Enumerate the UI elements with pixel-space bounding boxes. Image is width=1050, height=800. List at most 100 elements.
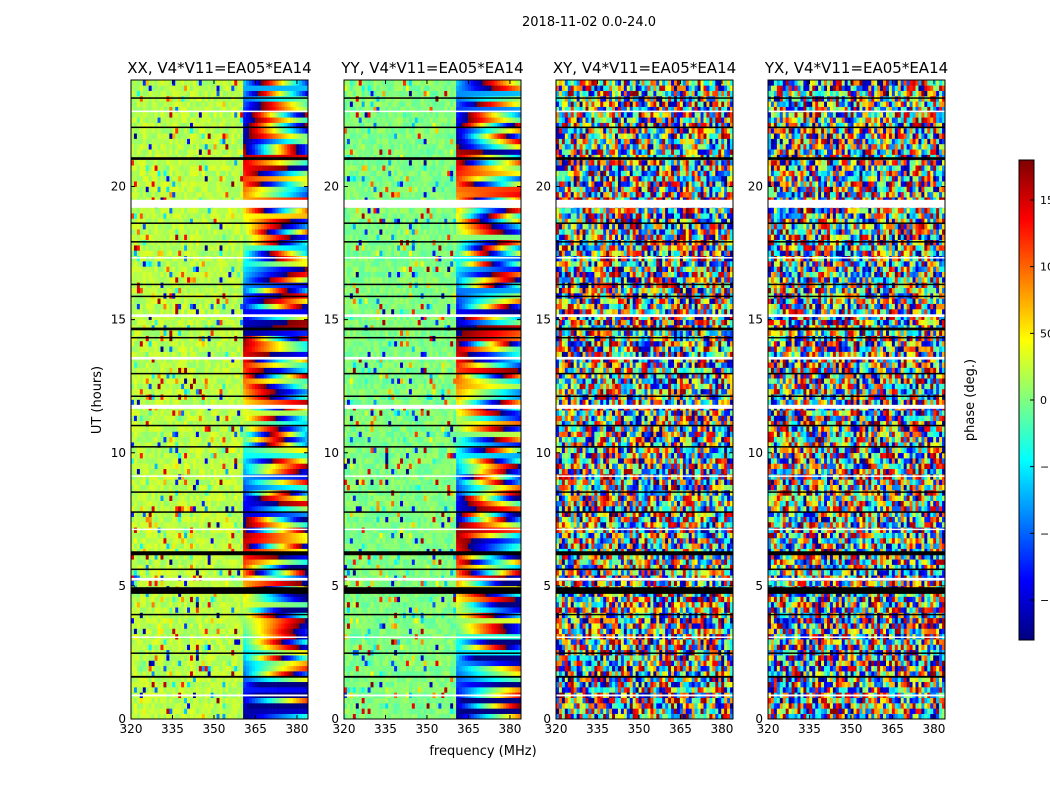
heatmap-cell xyxy=(169,314,173,320)
heatmap-cell xyxy=(192,628,197,635)
heatmap-cell xyxy=(254,484,259,491)
heatmap-cell xyxy=(204,463,208,470)
heatmap-cell xyxy=(275,644,279,651)
heatmap-cell xyxy=(157,623,161,629)
heatmap-cell xyxy=(228,330,232,336)
heatmap-cell xyxy=(210,484,214,491)
heatmap-cell xyxy=(172,303,176,310)
heatmap-cell xyxy=(148,676,152,683)
heatmap-cell xyxy=(219,532,223,539)
heatmap-cell xyxy=(201,426,206,432)
heatmap-cell xyxy=(172,372,176,379)
heatmap-cell xyxy=(287,426,291,432)
heatmap-cell xyxy=(225,367,229,374)
heatmap-cell xyxy=(157,277,161,283)
heatmap-cell xyxy=(151,399,155,406)
heatmap-cell xyxy=(287,703,291,709)
heatmap-cell xyxy=(254,639,259,645)
heatmap-cell xyxy=(163,447,167,454)
heatmap-cell xyxy=(142,639,147,645)
heatmap-cell xyxy=(284,303,288,310)
heatmap-cell xyxy=(201,506,206,512)
heatmap-cell xyxy=(175,399,179,406)
heatmap-cell xyxy=(237,532,241,539)
heatmap-cell xyxy=(284,463,288,470)
heatmap-cell xyxy=(160,484,164,491)
heatmap-cell xyxy=(237,298,241,304)
heatmap-cell xyxy=(243,665,247,672)
heatmap-cell xyxy=(231,676,235,683)
heatmap-cell xyxy=(293,564,297,571)
heatmap-cell xyxy=(139,521,144,528)
heatmap-cell xyxy=(142,372,147,379)
heatmap-cell xyxy=(163,511,167,517)
heatmap-cell xyxy=(145,330,149,336)
heatmap-cell xyxy=(160,388,164,395)
heatmap-cell xyxy=(287,277,291,283)
heatmap-cell xyxy=(293,314,297,320)
heatmap-cell xyxy=(192,676,197,683)
heatmap-cell xyxy=(257,713,262,720)
heatmap-cell xyxy=(187,655,191,661)
heatmap-cell xyxy=(263,287,267,294)
heatmap-cell xyxy=(204,479,208,485)
heatmap-cell xyxy=(131,655,135,661)
heatmap-cell xyxy=(160,468,164,475)
heatmap-cell xyxy=(260,351,265,358)
heatmap-cell xyxy=(275,569,279,576)
heatmap-cell xyxy=(148,628,152,635)
heatmap-cell xyxy=(299,383,303,390)
heatmap-cell xyxy=(281,356,285,363)
heatmap-cell xyxy=(210,559,214,565)
heatmap-cell xyxy=(222,676,226,683)
heatmap-cell xyxy=(201,479,206,485)
heatmap-cell xyxy=(151,484,155,491)
heatmap-cell xyxy=(272,676,276,683)
heatmap-cell xyxy=(284,346,288,352)
heatmap-cell xyxy=(184,340,188,347)
heatmap-cell xyxy=(222,479,226,485)
heatmap-cell xyxy=(201,388,206,395)
heatmap-cell xyxy=(190,580,194,587)
heatmap-cell xyxy=(257,521,262,528)
heatmap-cell xyxy=(275,415,279,422)
heatmap-cell xyxy=(237,623,241,629)
heatmap-cell xyxy=(192,340,197,347)
heatmap-cell xyxy=(201,378,206,384)
heatmap-cell xyxy=(305,713,309,720)
heatmap-cell xyxy=(210,458,214,464)
heatmap-cell xyxy=(240,500,244,507)
heatmap-cell xyxy=(228,687,232,693)
heatmap-cell xyxy=(290,655,294,661)
heatmap-cell xyxy=(234,676,238,683)
heatmap-cell xyxy=(246,569,250,576)
heatmap-cell xyxy=(195,564,200,571)
heatmap-cell xyxy=(284,665,288,672)
heatmap-cell xyxy=(228,346,232,352)
heatmap-cell xyxy=(237,495,241,501)
heatmap-cell xyxy=(240,617,244,624)
heatmap-cell xyxy=(228,644,232,651)
heatmap-cell xyxy=(246,468,250,475)
heatmap-cell xyxy=(228,676,232,683)
heatmap-cell xyxy=(266,617,270,624)
heatmap-cell xyxy=(254,665,259,672)
heatmap-cell xyxy=(181,340,185,347)
heatmap-cell xyxy=(166,623,170,629)
heatmap-cell xyxy=(133,420,138,427)
heatmap-cell xyxy=(275,511,279,517)
heatmap-cell xyxy=(225,708,229,714)
heatmap-cell xyxy=(263,383,267,390)
heatmap-cell xyxy=(260,628,265,635)
heatmap-cell xyxy=(228,569,232,576)
heatmap-cell xyxy=(284,372,288,379)
heatmap-cell xyxy=(231,671,235,677)
heatmap-cell xyxy=(278,340,282,347)
heatmap-cell xyxy=(166,356,170,363)
heatmap-cell xyxy=(275,639,279,645)
heatmap-cell xyxy=(240,553,244,560)
heatmap-cell xyxy=(198,463,203,470)
heatmap-cell xyxy=(231,356,235,363)
heatmap-cell xyxy=(260,639,265,645)
heatmap-cell xyxy=(269,442,273,448)
